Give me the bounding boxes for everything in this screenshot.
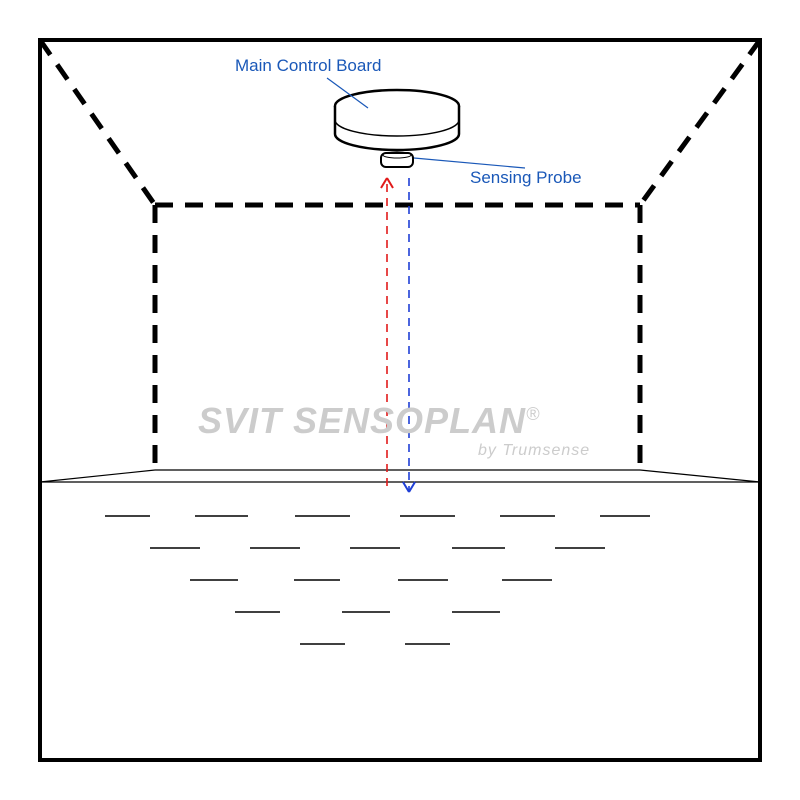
main-control-board-label: Main Control Board bbox=[235, 56, 381, 76]
sensing-probe-label: Sensing Probe bbox=[470, 168, 582, 188]
watermark-main: SVIT SENSOPLAN® bbox=[198, 400, 540, 442]
watermark-sub: by Trumsense bbox=[478, 442, 590, 460]
